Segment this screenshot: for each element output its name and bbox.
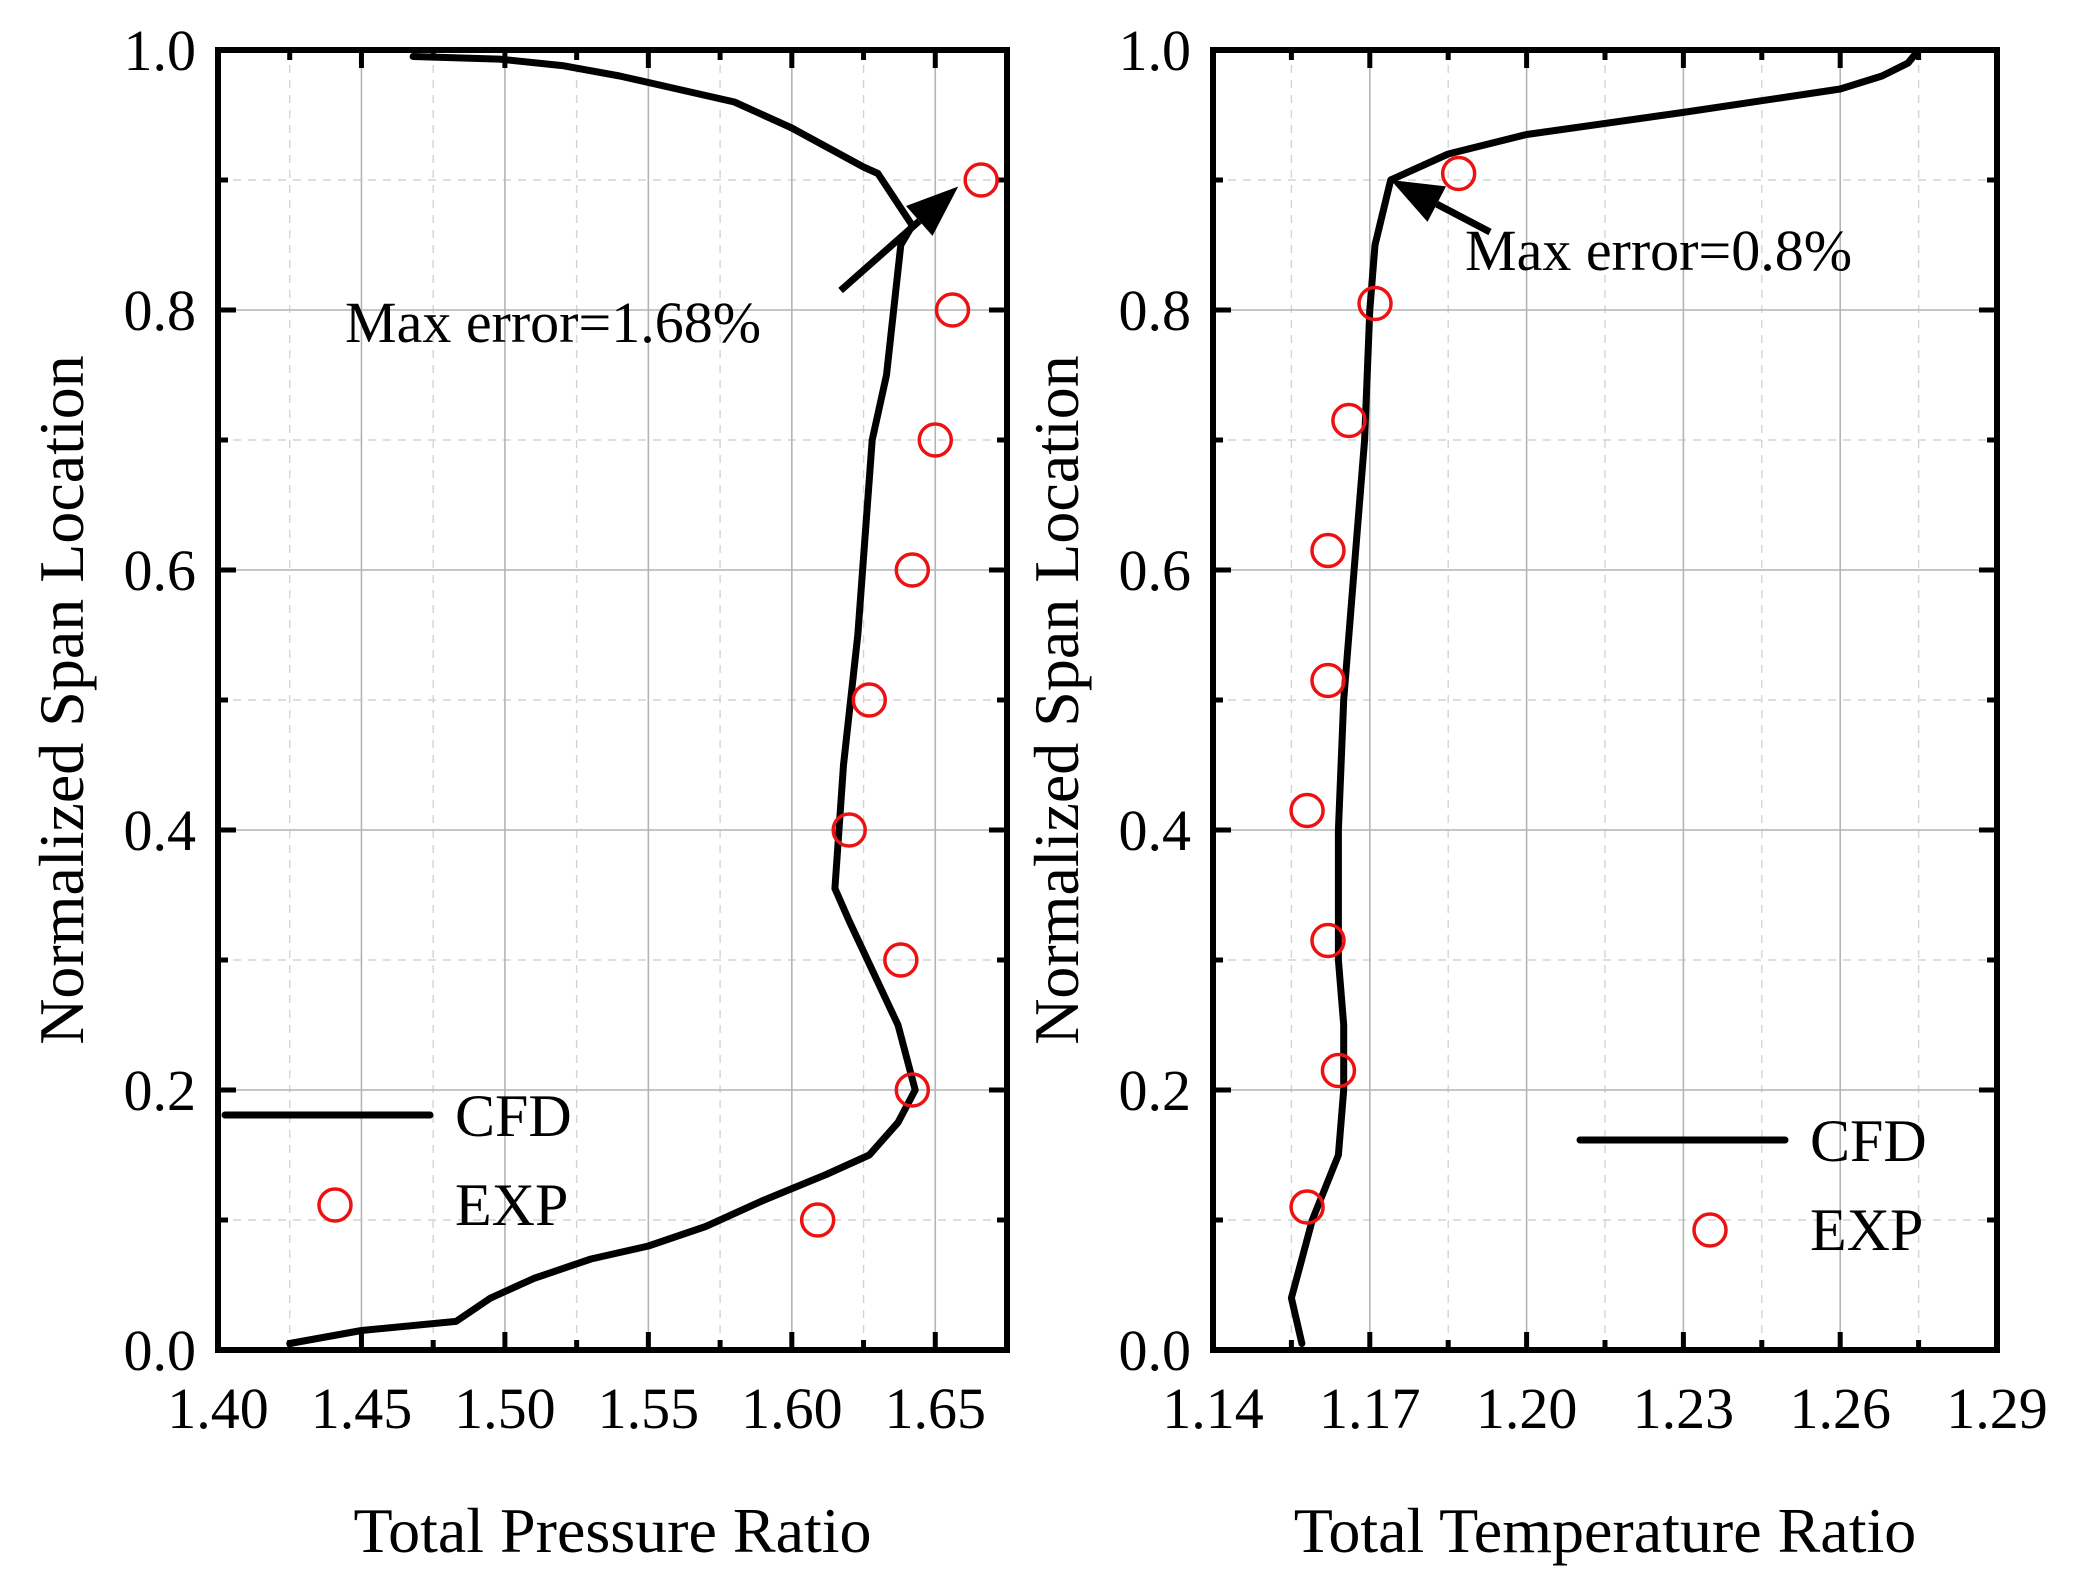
x-tick-label: 1.23: [1633, 1376, 1735, 1441]
legend-cfd-label: CFD: [455, 1083, 572, 1149]
exp-data-point: [1289, 792, 1325, 829]
exp-data-point: [1357, 285, 1393, 322]
annotation-arrow-head: [1390, 180, 1447, 222]
legend: CFD EXP: [221, 1083, 572, 1238]
annotation-arrow-head: [906, 186, 959, 236]
legend: CFD EXP: [1576, 1108, 1927, 1263]
x-tick-label: 1.50: [454, 1376, 556, 1441]
exp-data-point: [1320, 1052, 1357, 1089]
cfd-series-line: [1287, 50, 1923, 1347]
y-tick-label: 0.6: [124, 538, 197, 603]
x-tick-label: 1.29: [1946, 1376, 2048, 1441]
y-tick-label: 0.2: [124, 1058, 197, 1123]
y-tick-label: 0.4: [124, 798, 197, 863]
exp-data-point: [1310, 532, 1346, 569]
y-tick-label: 0.8: [124, 278, 197, 343]
x-tick-label: 1.65: [885, 1376, 987, 1441]
x-axis-title: Total Pressure Ratio: [353, 1495, 871, 1566]
y-axis-title: Normalized Span Location: [1021, 355, 1092, 1045]
y-tick-label: 0.2: [1119, 1058, 1192, 1123]
x-tick-label: 1.14: [1162, 1376, 1264, 1441]
y-tick-label: 0.0: [1119, 1318, 1192, 1383]
exp-data-point: [1440, 155, 1477, 192]
exp-data-point: [799, 1202, 836, 1238]
annotation-max-error: Max error=1.68%: [345, 290, 761, 355]
plot-frame: [1210, 47, 2000, 1353]
y-axis-title: Normalized Span Location: [26, 355, 97, 1045]
legend-exp-label: EXP: [1810, 1197, 1923, 1263]
cfd-series-line: [286, 53, 919, 1347]
exp-data-point: [917, 422, 954, 458]
x-tick-label: 1.45: [311, 1376, 413, 1441]
annotation-max-error: Max error=0.8%: [1465, 218, 1852, 283]
legend-exp-label: EXP: [455, 1172, 568, 1238]
exp-data-point: [1310, 922, 1346, 959]
exp-data-point: [1289, 1189, 1325, 1225]
legend-exp-swatch: [1692, 1212, 1728, 1248]
legend-exp-swatch: [317, 1187, 353, 1223]
y-tick-label: 0.4: [1119, 798, 1192, 863]
exp-data-point: [1331, 402, 1367, 439]
exp-data-point: [894, 552, 931, 588]
x-tick-label: 1.40: [167, 1376, 269, 1441]
grid: [1213, 50, 1997, 1350]
x-axis-title: Total Temperature Ratio: [1294, 1495, 1917, 1566]
annotation-arrow-shaft: [1435, 201, 1492, 236]
chart-pressure: 0.0 0.2 0.4 0.6 0.8 1.0 1.40 1.45 1.50 1.55 1.60 1.…: [26, 18, 1010, 1566]
exp-data-point: [934, 292, 971, 328]
exp-data-point: [963, 162, 999, 198]
y-tick-label: 0.8: [1119, 278, 1192, 343]
x-tick-label: 1.20: [1476, 1376, 1578, 1441]
legend-cfd-label: CFD: [1810, 1108, 1927, 1174]
y-tick-label: 1.0: [124, 18, 197, 83]
x-tick-label: 1.60: [741, 1376, 843, 1441]
exp-data-point: [831, 812, 867, 848]
plot-frame: [215, 47, 1010, 1353]
chart-temperature: 0.0 0.2 0.4 0.6 0.8 1.0 1.14 1.17 1.20 1.23 1.26 1.…: [1021, 18, 2048, 1566]
exp-data-point: [1310, 662, 1346, 699]
x-tick-label: 1.26: [1789, 1376, 1891, 1441]
x-tick-label: 1.55: [598, 1376, 700, 1441]
y-tick-label: 1.0: [1119, 18, 1192, 83]
annotation-arrow-shaft: [838, 218, 922, 294]
exp-data-point: [851, 682, 888, 718]
x-tick-label: 1.17: [1319, 1376, 1421, 1441]
y-tick-label: 0.6: [1119, 538, 1192, 603]
y-tick-label: 0.0: [124, 1318, 197, 1383]
exp-data-point: [883, 942, 919, 978]
exp-data-point: [894, 1072, 931, 1108]
